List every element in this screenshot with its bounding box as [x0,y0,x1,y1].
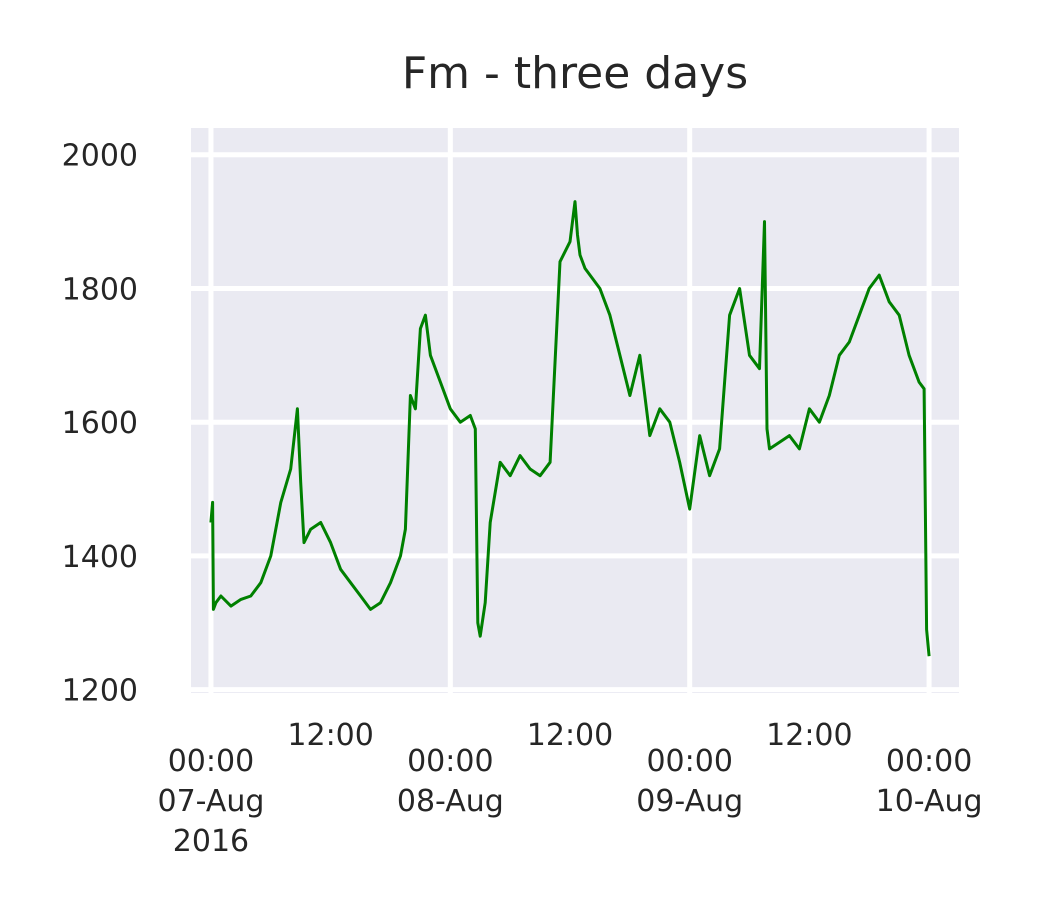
y-tick-label: 1800 [62,272,138,307]
chart-title: Fm - three days [402,48,748,99]
x-major-tick-label: 00:00 [407,744,493,779]
y-tick-label: 1400 [62,540,138,575]
y-tick-label: 1600 [62,406,138,441]
x-minor-tick-label: 12:00 [766,718,852,753]
x-major-tick-label: 2016 [173,824,249,859]
x-major-tick-label: 07-Aug [157,784,264,819]
y-axis-ticks: 1200 1400 1600 1800 2000 [62,139,138,709]
x-axis-ticks: 00:00 07-Aug 2016 00:00 08-Aug 00:00 09-Aug 00:… [157,718,982,859]
x-major-tick-label: 00:00 [646,744,732,779]
x-major-tick-label: 08-Aug [397,784,504,819]
y-tick-label: 1200 [62,674,138,709]
series-layer [209,200,931,657]
x-major-tick-label: 10-Aug [876,784,983,819]
x-major-tick-label: 00:00 [886,744,972,779]
grid-lines [191,128,959,693]
x-minor-tick-label: 12:00 [287,718,373,753]
x-minor-tick-label: 12:00 [527,718,613,753]
series-line [209,200,931,657]
x-major-tick-label: 00:00 [168,744,254,779]
x-major-tick-label: 09-Aug [636,784,743,819]
y-tick-label: 2000 [62,139,138,174]
plot-background [191,128,959,693]
